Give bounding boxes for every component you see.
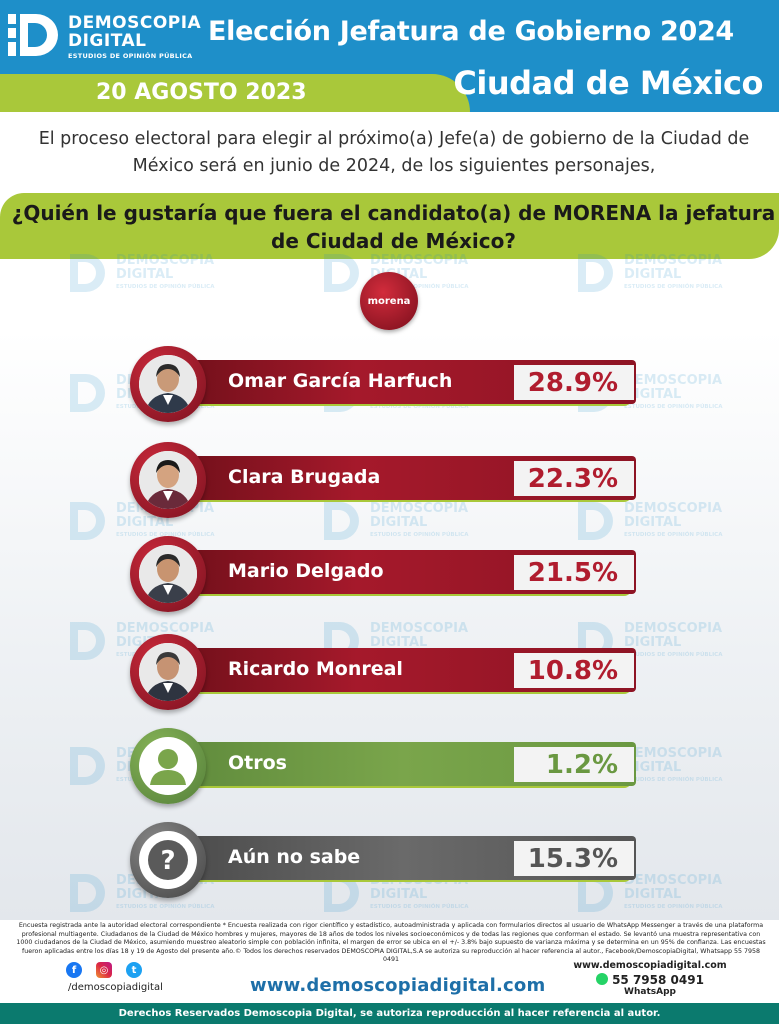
watermark-tagline: ESTUDIOS DE OPINIÓN PÚBLICA xyxy=(624,284,723,290)
chart-bar-row: Mario Delgado 21.5% xyxy=(130,536,650,612)
candidate-avatar: ? xyxy=(130,822,206,898)
chart-background xyxy=(0,330,779,920)
facebook-icon[interactable]: f xyxy=(66,962,82,978)
chart-bar-row: Omar García Harfuch 28.9% xyxy=(130,346,650,422)
contact-website[interactable]: www.demoscopiadigital.com xyxy=(573,960,727,971)
bar-value-box: 1.2% xyxy=(514,747,634,782)
contact-block: www.demoscopiadigital.com 55 7958 0491 W… xyxy=(560,960,740,997)
party-badge-label: morena xyxy=(367,295,411,307)
watermark-line2: DIGITAL xyxy=(116,267,174,282)
website-link[interactable]: www.demoscopiadigital.com xyxy=(250,975,546,996)
instagram-icon[interactable]: ◎ xyxy=(96,962,112,978)
date-band xyxy=(0,74,470,112)
bar-value-box: 15.3% xyxy=(514,841,634,876)
candidate-avatar xyxy=(130,536,206,612)
bar-value-label: 21.5% xyxy=(527,557,618,588)
bar-value-box: 22.3% xyxy=(514,461,634,496)
person-photo-icon xyxy=(139,643,197,701)
candidate-avatar xyxy=(130,634,206,710)
svg-text:?: ? xyxy=(160,846,175,876)
social-icons: f ◎ t xyxy=(66,962,142,980)
avatar-image xyxy=(139,355,197,413)
avatar-image xyxy=(139,545,197,603)
bar-value-box: 21.5% xyxy=(514,555,634,590)
candidate-avatar xyxy=(130,728,206,804)
rights-footer: Derechos Reservados Demoscopia Digital, … xyxy=(0,1003,779,1024)
bar-value-label: 10.8% xyxy=(527,655,618,686)
methodology-note: Encuesta registrada ante la autoridad el… xyxy=(16,922,766,964)
bar-category-label: Omar García Harfuch xyxy=(228,370,453,392)
bar-category-label: Mario Delgado xyxy=(228,560,384,582)
person-icon xyxy=(150,749,186,785)
question-icon: ? xyxy=(148,840,188,880)
page-title: Elección Jefatura de Gobierno 2024 xyxy=(208,16,734,47)
bar-category-label: Clara Brugada xyxy=(228,466,381,488)
avatar-image xyxy=(139,737,197,795)
bar-category-label: Ricardo Monreal xyxy=(228,658,403,680)
logo-text-line1: DEMOSCOPIA xyxy=(68,13,202,33)
phone-number: 55 7958 0491 xyxy=(612,973,704,987)
logo-d-icon xyxy=(8,14,58,56)
survey-date: 20 AGOSTO 2023 xyxy=(96,80,307,105)
candidate-avatar xyxy=(130,442,206,518)
person-photo-icon xyxy=(139,545,197,603)
bar-category-label: Otros xyxy=(228,752,287,774)
brand-logo: DEMOSCOPIA DIGITAL ESTUDIOS DE OPINIÓN P… xyxy=(6,10,201,62)
bar-value-label: 1.2% xyxy=(545,749,618,780)
person-photo-icon xyxy=(139,451,197,509)
logo-tagline: ESTUDIOS DE OPINIÓN PÚBLICA xyxy=(68,52,193,60)
watermark-line2: DIGITAL xyxy=(624,267,682,282)
chart-bar-row: Clara Brugada 22.3% xyxy=(130,442,650,518)
intro-text: El proceso electoral para elegir al próx… xyxy=(38,129,750,176)
avatar-image xyxy=(139,451,197,509)
chart-bar-row: Ricardo Monreal 10.8% xyxy=(130,634,650,710)
person-photo-icon xyxy=(139,355,197,413)
bar-value-box: 10.8% xyxy=(514,653,634,688)
chart-bar-row: Aún no sabe 15.3%? xyxy=(130,822,650,898)
bar-value-label: 15.3% xyxy=(527,843,618,874)
survey-question: ¿Quién le gustaría que fuera el candidat… xyxy=(11,201,776,253)
bar-category-label: Aún no sabe xyxy=(228,846,361,868)
social-handle[interactable]: /demoscopiadigital xyxy=(68,982,163,993)
bar-value-box: 28.9% xyxy=(514,365,634,400)
contact-phone[interactable]: 55 7958 0491 xyxy=(560,973,740,987)
bar-value-label: 28.9% xyxy=(527,367,618,398)
page-subtitle: Ciudad de México xyxy=(453,64,763,102)
whatsapp-icon xyxy=(596,973,609,985)
party-badge: morena xyxy=(360,272,418,330)
twitter-icon[interactable]: t xyxy=(126,962,142,978)
avatar-image: ? xyxy=(139,831,197,889)
avatar-image xyxy=(139,643,197,701)
chart-bar-row: Otros 1.2% xyxy=(130,728,650,804)
question-band xyxy=(0,193,779,259)
logo-text-line2: DIGITAL xyxy=(68,31,147,51)
header-banner: DEMOSCOPIA DIGITAL ESTUDIOS DE OPINIÓN P… xyxy=(0,0,779,112)
watermark-tagline: ESTUDIOS DE OPINIÓN PÚBLICA xyxy=(116,284,215,290)
whatsapp-label: WhatsApp xyxy=(624,987,676,997)
candidate-avatar xyxy=(130,346,206,422)
bar-value-label: 22.3% xyxy=(527,463,618,494)
